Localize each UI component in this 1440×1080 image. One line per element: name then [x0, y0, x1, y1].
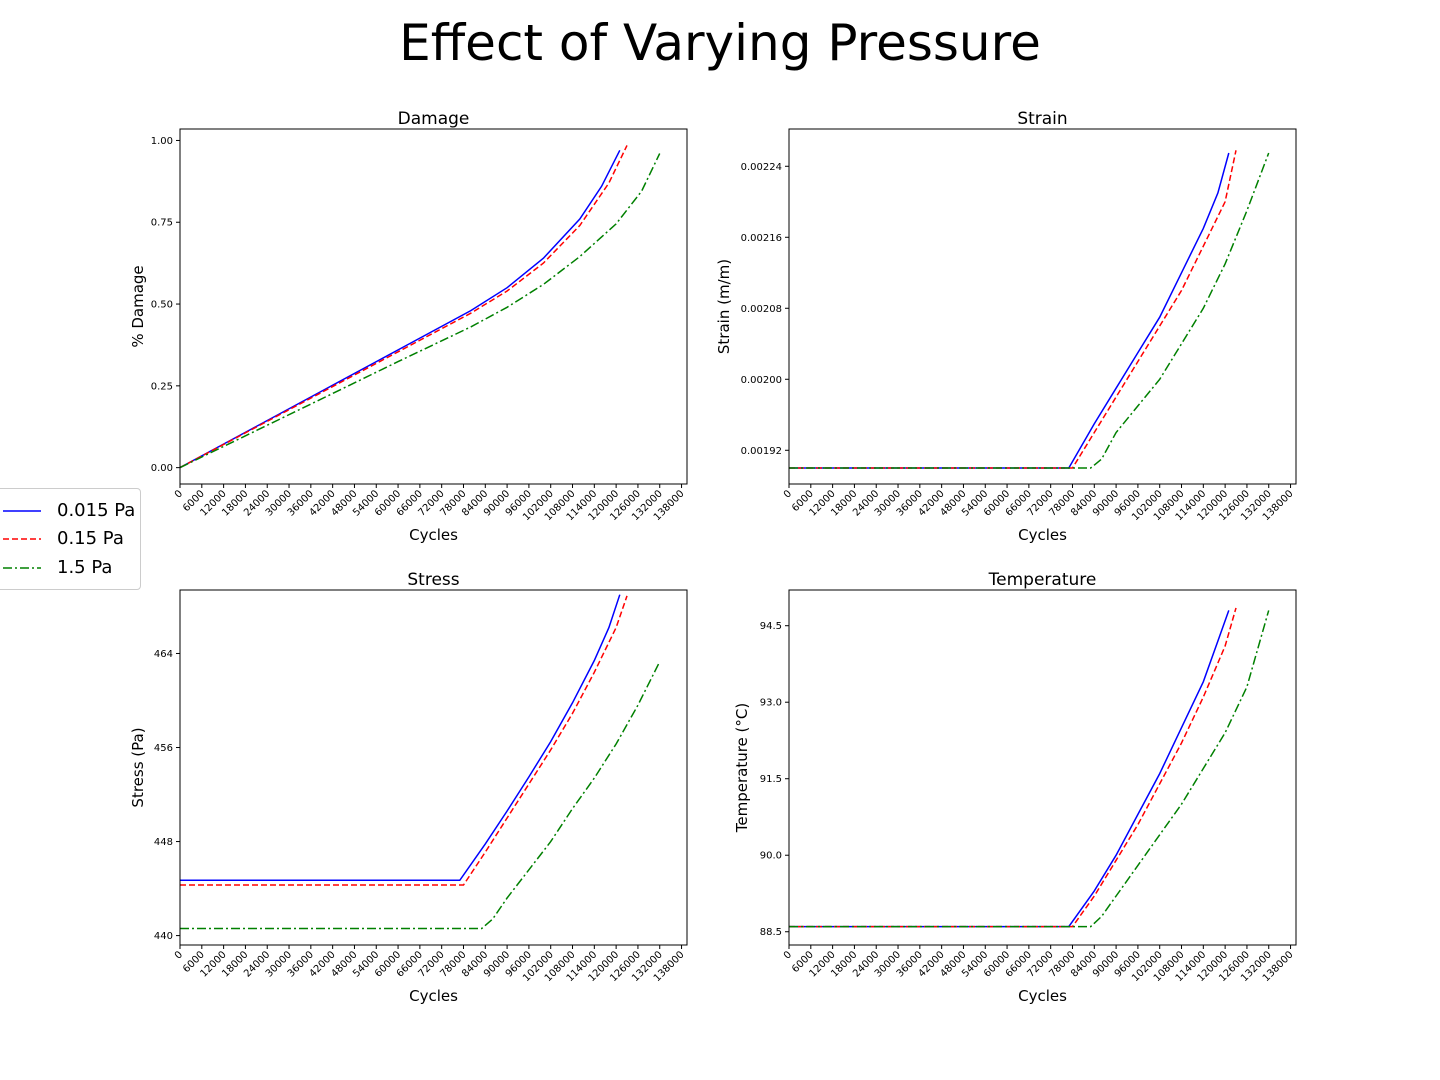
axes-frame-stress — [179, 589, 688, 946]
y-tick-label-stress-2: 456 — [154, 743, 173, 754]
legend-entry-2: 1.5 Pa — [0, 556, 142, 580]
y-axis-label-damage: % Damage — [129, 265, 147, 347]
y-axis-label-temperature: Temperature (°C) — [733, 703, 751, 833]
series-line-strain-0 — [789, 152, 1230, 469]
series-line-stress-1 — [180, 595, 628, 886]
y-tick-label-temperature-1: 90.0 — [760, 851, 782, 862]
x-axis-label-stress: Cycles — [409, 987, 458, 1005]
series-line-damage-0 — [180, 149, 621, 469]
series-line-temperature-1 — [789, 607, 1237, 928]
y-tick-label-damage-0: 0.00 — [151, 463, 173, 474]
y-axis-label-strain: Strain (m/m) — [715, 259, 733, 354]
y-tick-label-damage-4: 1.00 — [151, 136, 173, 147]
series-line-strain-1 — [789, 150, 1237, 469]
chart-temperature: 0600012000180002400030000360004200048000… — [733, 570, 1297, 1005]
series-line-strain-2 — [789, 152, 1270, 469]
y-tick-label-strain-4: 0.00224 — [741, 162, 782, 173]
axes-frame-temperature — [788, 589, 1297, 946]
y-tick-label-damage-2: 0.50 — [151, 300, 173, 311]
x-tick-label-temperature-0: 0 — [782, 949, 794, 961]
y-tick-label-temperature-4: 94.5 — [760, 621, 782, 632]
legend-entry-0: 0.015 Pa — [0, 499, 142, 523]
chart-title-damage: Damage — [398, 109, 470, 129]
series-line-temperature-0 — [789, 610, 1230, 928]
figure-title: Effect of Varying Pressure — [399, 14, 1041, 72]
x-tick-label-damage-0: 0 — [173, 488, 185, 500]
x-tick-label-strain-0: 0 — [782, 488, 794, 500]
x-axis-label-strain: Cycles — [1018, 526, 1067, 544]
y-axis-label-stress: Stress (Pa) — [129, 727, 147, 807]
x-axis-label-temperature: Cycles — [1018, 987, 1067, 1005]
series-line-damage-2 — [180, 153, 661, 469]
y-tick-label-damage-1: 0.25 — [151, 381, 173, 392]
series-line-stress-2 — [180, 661, 661, 930]
chart-title-strain: Strain — [1017, 109, 1067, 129]
legend-label-1: 0.15 Pa — [57, 528, 124, 549]
y-tick-label-temperature-0: 88.5 — [760, 927, 782, 938]
y-tick-label-strain-3: 0.00216 — [741, 233, 782, 244]
y-tick-label-stress-0: 440 — [154, 931, 173, 942]
chart-title-temperature: Temperature — [988, 570, 1097, 590]
axes-frame-strain — [788, 128, 1297, 485]
y-tick-label-temperature-3: 93.0 — [760, 698, 782, 709]
chart-title-stress: Stress — [407, 570, 459, 590]
chart-damage: 0600012000180002400030000360004200048000… — [129, 109, 688, 544]
axes-frame-damage — [179, 128, 688, 485]
series-line-temperature-2 — [789, 610, 1270, 928]
legend: 0.015 Pa 0.15 Pa 1.5 Pa — [0, 488, 141, 590]
chart-strain: 0600012000180002400030000360004200048000… — [715, 109, 1297, 544]
y-tick-label-stress-3: 464 — [154, 649, 173, 660]
y-tick-label-stress-1: 448 — [154, 837, 173, 848]
x-axis-label-damage: Cycles — [409, 526, 458, 544]
x-tick-label-stress-0: 0 — [173, 949, 185, 961]
y-tick-label-temperature-2: 91.5 — [760, 774, 782, 785]
legend-label-0: 0.015 Pa — [57, 500, 136, 521]
series-line-stress-0 — [180, 594, 621, 882]
y-tick-label-strain-1: 0.00200 — [741, 375, 782, 386]
legend-entry-1: 0.15 Pa — [0, 527, 142, 551]
y-tick-label-strain-2: 0.00208 — [741, 304, 782, 315]
series-line-damage-1 — [180, 145, 628, 469]
y-tick-label-strain-0: 0.00192 — [741, 446, 782, 457]
chart-stress: 0600012000180002400030000360004200048000… — [129, 570, 688, 1005]
legend-label-2: 1.5 Pa — [57, 557, 113, 578]
y-tick-label-damage-3: 0.75 — [151, 218, 173, 229]
